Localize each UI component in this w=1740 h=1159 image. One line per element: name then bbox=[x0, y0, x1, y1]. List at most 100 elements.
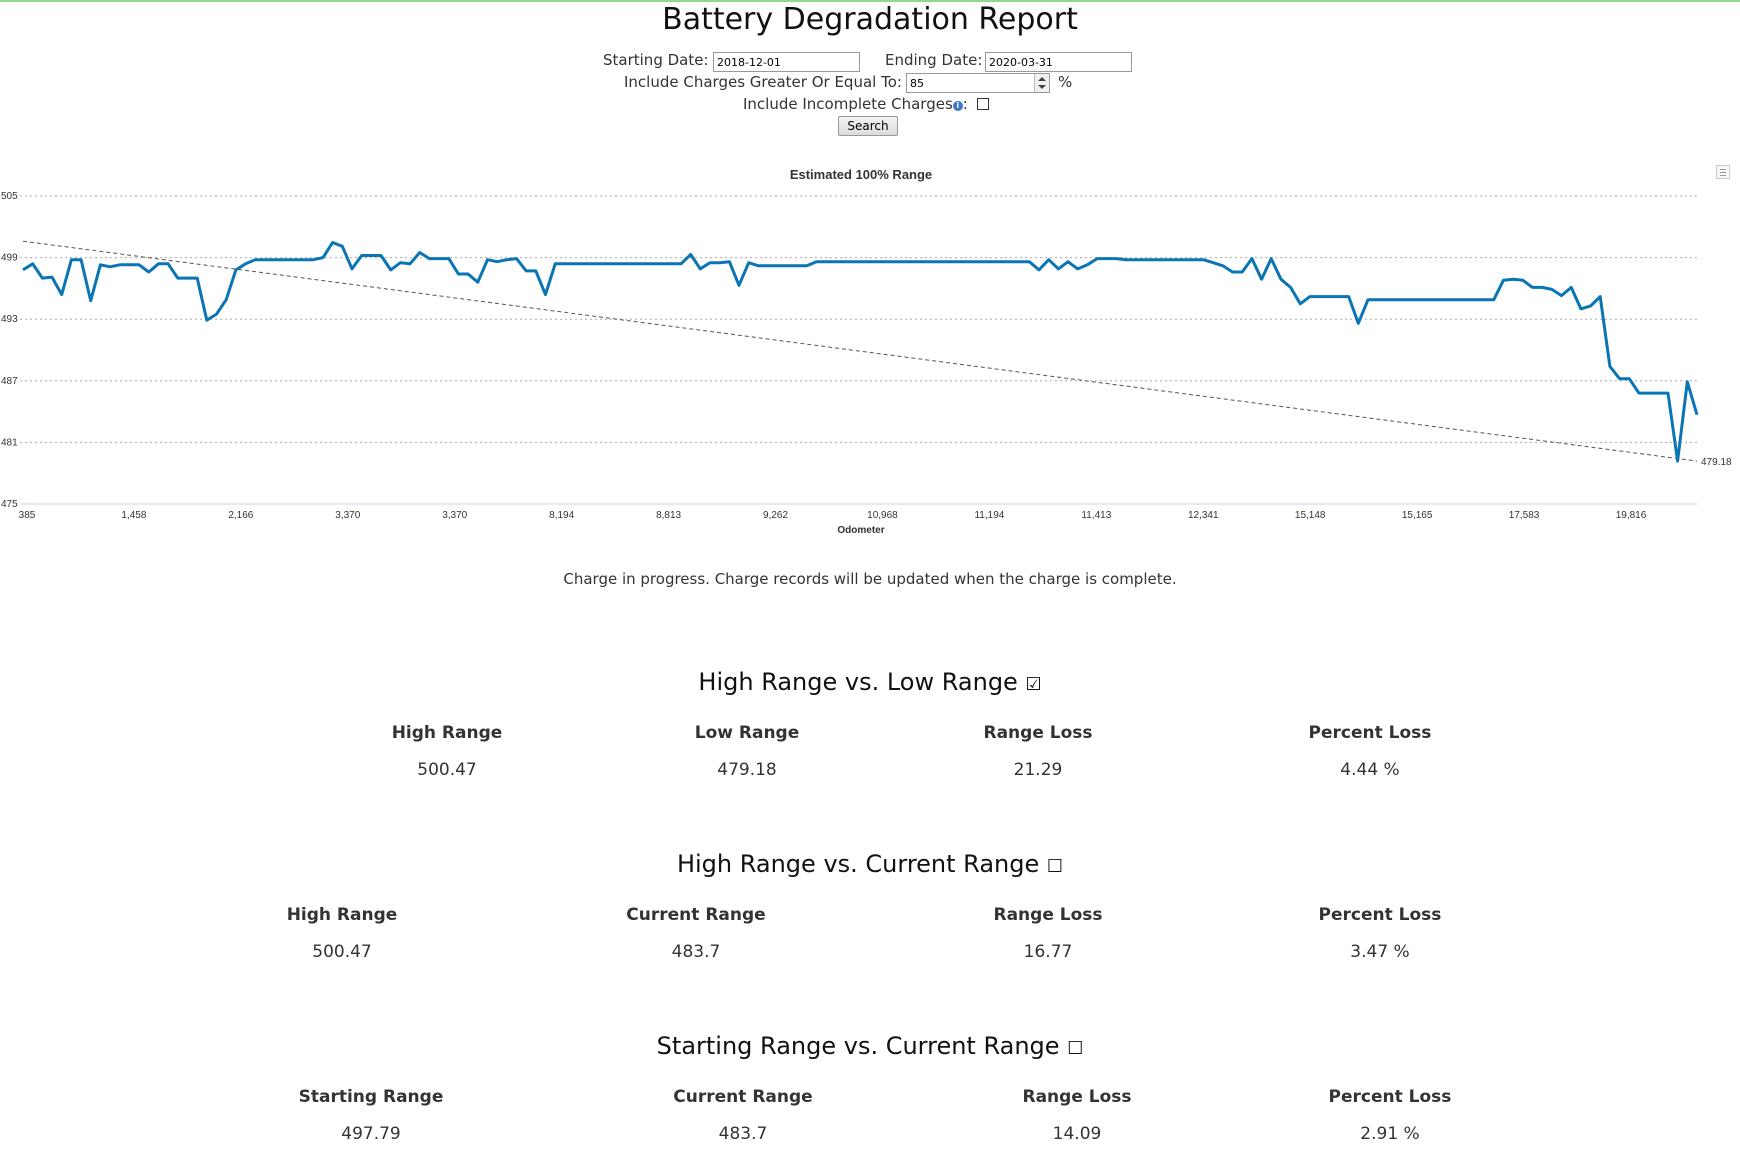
metric-value: 4.44 % bbox=[1340, 760, 1400, 780]
data-point bbox=[1347, 295, 1350, 298]
data-point bbox=[1425, 298, 1428, 301]
data-point bbox=[138, 263, 141, 266]
metric-value: 500.47 bbox=[417, 760, 477, 780]
start-date-input[interactable] bbox=[713, 52, 860, 72]
data-point bbox=[786, 264, 789, 267]
section-title-text: High Range vs. Current Range bbox=[676, 850, 1040, 878]
metric-value: 16.77 bbox=[1023, 942, 1073, 962]
data-point bbox=[776, 264, 779, 267]
data-point bbox=[902, 260, 905, 263]
data-point bbox=[1125, 258, 1128, 261]
metric-header: Low Range bbox=[694, 723, 800, 743]
data-point bbox=[573, 262, 576, 265]
data-point bbox=[921, 260, 924, 263]
stepper-arrows[interactable] bbox=[1034, 74, 1049, 92]
data-point bbox=[689, 253, 692, 256]
data-point bbox=[1473, 298, 1476, 301]
data-point bbox=[1280, 278, 1283, 281]
section-checkbox[interactable]: ☑ bbox=[1025, 674, 1042, 695]
x-tick-label: 8,813 bbox=[656, 510, 681, 521]
end-date-input[interactable] bbox=[985, 52, 1132, 72]
charge-threshold-stepper[interactable] bbox=[906, 73, 1050, 93]
data-point bbox=[1338, 295, 1341, 298]
data-point bbox=[1463, 298, 1466, 301]
data-point bbox=[1173, 258, 1176, 261]
data-point bbox=[1657, 392, 1660, 395]
data-point bbox=[1589, 304, 1592, 307]
data-point bbox=[757, 264, 760, 267]
metric-value: 500.47 bbox=[312, 942, 372, 962]
section-checkbox[interactable]: ☐ bbox=[1067, 1038, 1084, 1059]
decrement-arrow-icon[interactable] bbox=[1038, 85, 1046, 89]
data-point bbox=[1076, 267, 1079, 270]
charge-row: Include Charges Greater Or Equal To: % bbox=[0, 72, 1740, 94]
data-point bbox=[1686, 380, 1689, 383]
x-tick-label: 3,370 bbox=[335, 510, 360, 521]
data-point bbox=[815, 260, 818, 263]
data-point bbox=[1521, 279, 1524, 282]
y-tick-label: 487 bbox=[1, 376, 18, 387]
data-point bbox=[670, 262, 673, 265]
data-point bbox=[293, 258, 296, 261]
data-point bbox=[1667, 392, 1670, 395]
data-point bbox=[1202, 258, 1205, 261]
data-point bbox=[1144, 258, 1147, 261]
data-point bbox=[1067, 260, 1070, 263]
data-point bbox=[951, 260, 954, 263]
data-point bbox=[196, 277, 199, 280]
data-point bbox=[118, 263, 121, 266]
data-point bbox=[1396, 298, 1399, 301]
data-point bbox=[563, 262, 566, 265]
incomplete-charges-label: Include Incomplete Charges i: bbox=[743, 95, 968, 113]
data-point bbox=[370, 254, 373, 257]
incomplete-charges-checkbox[interactable] bbox=[977, 98, 989, 110]
data-point bbox=[1018, 260, 1021, 263]
search-button[interactable]: Search bbox=[838, 116, 898, 136]
data-point bbox=[109, 265, 112, 268]
info-icon[interactable]: i bbox=[952, 101, 963, 111]
data-point bbox=[244, 262, 247, 265]
data-point bbox=[1628, 377, 1631, 380]
charge-threshold-input[interactable] bbox=[906, 73, 1050, 93]
x-tick-label: 3,370 bbox=[442, 510, 467, 521]
data-point bbox=[1241, 271, 1244, 274]
y-tick-label: 493 bbox=[1, 314, 18, 325]
x-tick-label: 19,816 bbox=[1616, 510, 1647, 521]
data-point bbox=[1647, 392, 1650, 395]
section-title: Starting Range vs. Current Range ☐ bbox=[0, 1032, 1740, 1060]
data-point bbox=[1676, 460, 1679, 463]
metric-value: 483.7 bbox=[671, 942, 721, 962]
data-point bbox=[1260, 278, 1263, 281]
metric-value: 479.18 bbox=[717, 760, 777, 780]
y-tick-label: 481 bbox=[1, 437, 18, 448]
data-point bbox=[941, 260, 944, 263]
data-point bbox=[738, 284, 741, 287]
increment-arrow-icon[interactable] bbox=[1038, 77, 1046, 81]
data-point bbox=[41, 277, 44, 280]
data-point bbox=[1560, 294, 1563, 297]
data-point bbox=[176, 277, 179, 280]
data-point bbox=[128, 263, 131, 266]
data-point bbox=[1289, 286, 1292, 289]
data-point bbox=[641, 262, 644, 265]
data-point bbox=[341, 245, 344, 248]
data-point bbox=[515, 257, 518, 260]
data-point bbox=[234, 269, 237, 272]
section-checkbox[interactable]: ☐ bbox=[1046, 856, 1064, 877]
data-point bbox=[380, 254, 383, 257]
data-point bbox=[1221, 264, 1224, 267]
data-point bbox=[622, 262, 625, 265]
data-point bbox=[331, 241, 334, 244]
data-point bbox=[554, 262, 557, 265]
data-point bbox=[1028, 260, 1031, 263]
chart-menu-icon[interactable] bbox=[1716, 165, 1730, 179]
x-tick-label: 11,413 bbox=[1081, 510, 1111, 521]
data-point bbox=[1570, 286, 1573, 289]
data-point bbox=[283, 258, 286, 261]
range-chart: Estimated 100% Range 475 481 487 493 499 505 38… bbox=[1, 167, 1732, 536]
data-point bbox=[167, 262, 170, 265]
data-point bbox=[1512, 278, 1515, 281]
data-point bbox=[1618, 377, 1621, 380]
y-tick-label: 499 bbox=[1, 253, 18, 264]
data-point bbox=[1541, 286, 1544, 289]
